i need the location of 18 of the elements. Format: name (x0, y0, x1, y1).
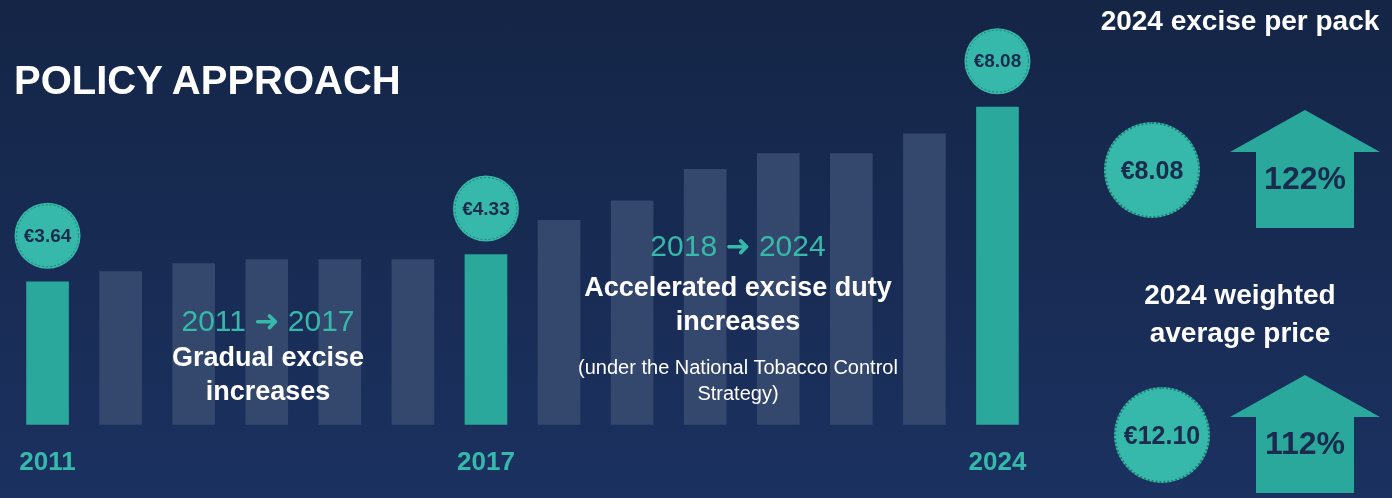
data-label: €3.64 (23, 224, 72, 246)
annotation: Accelerated excise duty increases (583, 271, 893, 338)
text: €12.10 (1122, 420, 1202, 450)
text: 2024 weighted average price (1143, 278, 1337, 350)
text: €8.08 (1119, 155, 1185, 185)
text: 122% (1263, 159, 1347, 198)
text: 2024 excise per pack (1100, 4, 1380, 38)
x-tick-label: 2017 (457, 445, 515, 476)
annotation: Gradual excise increases (170, 341, 366, 408)
annotation: 2018 ➜ 2024 (649, 229, 827, 263)
text: 112% (1263, 424, 1347, 463)
chart-title: POLICY APPROACH (14, 58, 401, 103)
data-label: €4.33 (462, 197, 510, 219)
x-tick-label: 2011 (19, 445, 76, 476)
x-tick-label: 2024 (968, 445, 1027, 476)
data-label: €8.08 (973, 50, 1022, 72)
annotation: (under the National Tobacco Control Strategy) (577, 355, 899, 406)
annotation: 2011 ➜ 2017 (180, 304, 356, 338)
